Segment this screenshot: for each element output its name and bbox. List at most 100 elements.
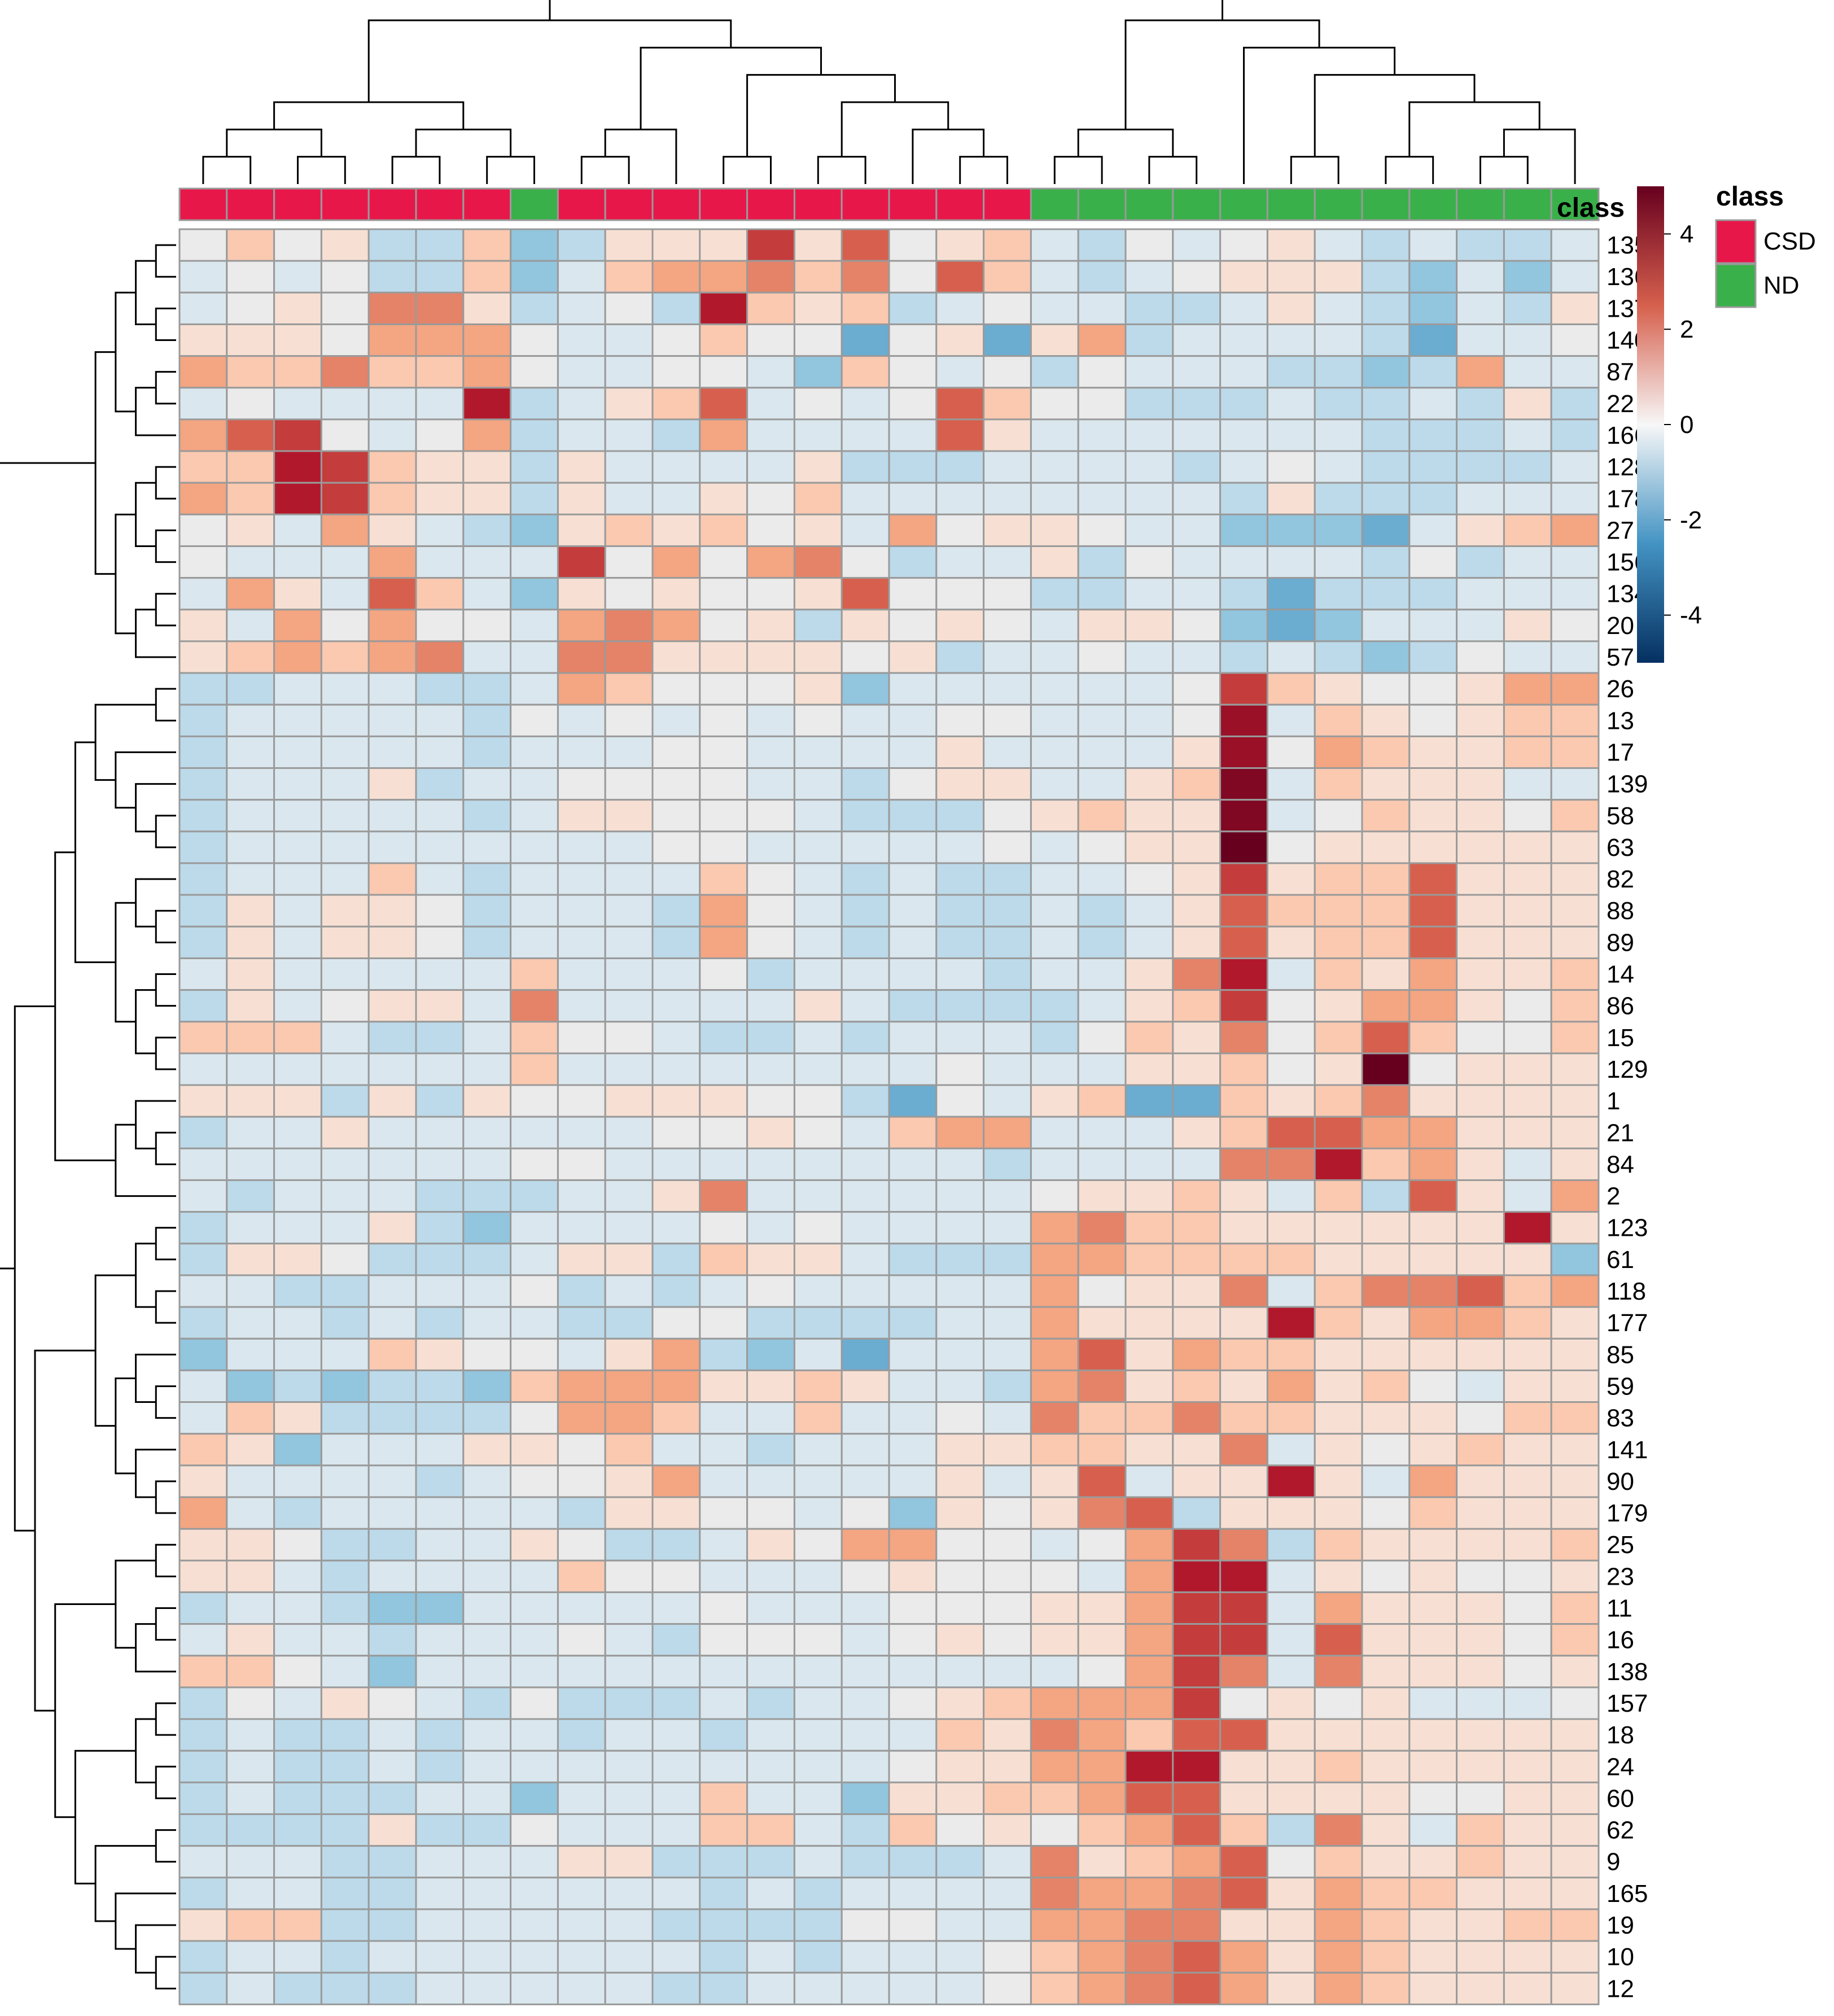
heatmap-cell — [510, 1940, 559, 1974]
heatmap-cell — [1456, 1496, 1505, 1530]
heatmap-cell — [320, 1084, 370, 1118]
heatmap-cell — [1124, 1940, 1174, 1974]
heatmap-cell — [462, 1084, 512, 1118]
heatmap-cell — [1030, 355, 1079, 389]
heatmap-cell — [651, 260, 701, 294]
heatmap-cell — [226, 1623, 275, 1657]
heatmap-cell — [1408, 577, 1458, 611]
heatmap-cell — [273, 1940, 322, 1974]
heatmap-cell — [841, 672, 890, 706]
heatmap-cell — [510, 1908, 559, 1942]
heatmap-cell — [1077, 513, 1127, 547]
heatmap-cell — [793, 513, 843, 547]
heatmap-cell — [793, 672, 843, 706]
heatmap-cell — [1219, 482, 1268, 515]
heatmap-cell — [699, 1845, 749, 1879]
heatmap-cell — [699, 1971, 749, 2005]
heatmap-cell — [462, 1433, 512, 1467]
heatmap-cell — [699, 1591, 749, 1625]
heatmap-cell — [793, 228, 843, 262]
heatmap-cell — [320, 672, 370, 706]
class-annotation-cell — [367, 187, 417, 221]
heatmap-cell — [1550, 1369, 1600, 1403]
heatmap-cell — [604, 1274, 654, 1308]
heatmap-cell — [1077, 1623, 1127, 1657]
heatmap-cell — [510, 450, 559, 484]
heatmap-cell — [888, 1750, 938, 1783]
row-dendrogram — [0, 244, 176, 1989]
heatmap-cell — [1456, 1877, 1505, 1910]
heatmap-cell — [320, 925, 370, 959]
heatmap-cell — [1314, 957, 1363, 991]
heatmap-cell — [888, 703, 938, 737]
row-label: 26 — [1607, 675, 1634, 703]
heatmap-cell — [320, 1971, 370, 2005]
heatmap-cell — [604, 1369, 654, 1403]
heatmap-cell — [604, 925, 654, 959]
heatmap-cell — [1456, 260, 1505, 294]
heatmap-cell — [841, 1940, 890, 1974]
dendrogram-branch — [155, 1227, 176, 1261]
heatmap-cell — [1172, 1211, 1222, 1245]
heatmap-cell — [746, 1940, 795, 1974]
heatmap-cell — [1456, 767, 1505, 801]
heatmap-cell — [273, 1655, 322, 1689]
class-annotation-cell — [462, 187, 512, 221]
heatmap-cell — [841, 1813, 890, 1847]
heatmap-cell — [557, 1877, 606, 1910]
heatmap-cell — [1361, 767, 1411, 801]
heatmap-cell — [746, 323, 795, 357]
heatmap-cell — [415, 1179, 465, 1213]
heatmap-cell — [888, 1179, 938, 1213]
heatmap-cell — [1172, 1877, 1222, 1910]
heatmap-cell — [699, 577, 749, 611]
heatmap-cell — [1172, 1971, 1222, 2005]
heatmap-cell — [1456, 1908, 1505, 1942]
heatmap-cell — [320, 260, 370, 294]
heatmap-cell — [1361, 1021, 1411, 1055]
heatmap-cell — [983, 355, 1032, 389]
heatmap-cell — [1503, 957, 1552, 991]
heatmap-cell — [367, 799, 417, 833]
heatmap-cell — [1219, 355, 1268, 389]
heatmap-cell — [367, 545, 417, 579]
heatmap-cell — [320, 1369, 370, 1403]
heatmap-cell — [983, 1116, 1032, 1149]
heatmap-cell — [273, 1750, 322, 1783]
heatmap-cell — [1266, 830, 1316, 864]
heatmap-cell — [699, 1116, 749, 1149]
heatmap-cell — [273, 1496, 322, 1530]
heatmap-cell — [793, 291, 843, 325]
heatmap-cell — [273, 418, 322, 452]
heatmap-cell — [1266, 418, 1316, 452]
heatmap-cell — [651, 1021, 701, 1055]
heatmap-cell — [226, 228, 275, 262]
dendrogram-branch — [640, 46, 822, 130]
heatmap-cell — [462, 355, 512, 389]
heatmap-cell — [367, 1877, 417, 1910]
heatmap-cell — [178, 1813, 228, 1847]
row-label: 85 — [1607, 1341, 1634, 1368]
heatmap-cell — [1503, 1877, 1552, 1910]
heatmap-cell — [1219, 1813, 1268, 1847]
heatmap-cell — [1030, 1559, 1079, 1593]
heatmap-cell — [320, 1021, 370, 1055]
heatmap-cell — [841, 1877, 890, 1910]
heatmap-cell — [1361, 1877, 1411, 1910]
heatmap-cell — [1550, 830, 1600, 864]
heatmap-cell — [1172, 323, 1222, 357]
heatmap-cell — [367, 1750, 417, 1783]
heatmap-cell — [746, 482, 795, 515]
dendrogram-branch — [155, 1765, 176, 1799]
heatmap-cell — [1503, 450, 1552, 484]
heatmap-cell — [1172, 1559, 1222, 1593]
row-label: 63 — [1607, 834, 1634, 861]
heatmap-cell — [1077, 1813, 1127, 1847]
heatmap-cell — [1266, 228, 1316, 262]
heatmap-cell — [604, 1084, 654, 1118]
heatmap-cell — [1503, 894, 1552, 928]
class-annotation-cell — [888, 187, 938, 221]
heatmap-cell — [557, 1052, 606, 1086]
heatmap-cell — [557, 1306, 606, 1340]
heatmap-cell — [1314, 577, 1363, 611]
